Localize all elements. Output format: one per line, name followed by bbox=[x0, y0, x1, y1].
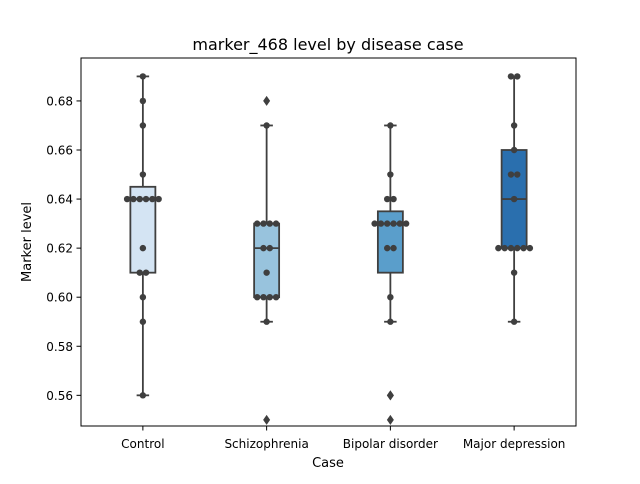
data-point bbox=[402, 220, 410, 227]
data-point bbox=[136, 195, 143, 203]
data-point bbox=[139, 122, 147, 129]
y-tick-label: 0.58 bbox=[46, 340, 73, 354]
data-point bbox=[139, 244, 147, 252]
data-point bbox=[384, 220, 391, 227]
data-point bbox=[510, 318, 518, 325]
x-tick-label: Schizophrenia bbox=[224, 437, 308, 451]
data-point bbox=[390, 195, 397, 203]
data-point bbox=[139, 318, 147, 325]
data-point bbox=[387, 318, 394, 325]
x-tick-label: Bipolar disorder bbox=[343, 437, 438, 451]
data-point bbox=[510, 195, 518, 203]
data-point bbox=[387, 122, 394, 129]
data-point bbox=[514, 244, 521, 252]
data-point bbox=[377, 220, 385, 227]
box-group-1 bbox=[253, 95, 281, 425]
data-point bbox=[263, 122, 270, 129]
data-point bbox=[390, 244, 397, 252]
x-axis-label: Case bbox=[312, 456, 344, 471]
data-point bbox=[130, 195, 137, 203]
data-point bbox=[514, 171, 521, 178]
chart-title: marker_468 level by disease case bbox=[192, 35, 463, 55]
data-point bbox=[266, 244, 273, 252]
outlier-marker bbox=[386, 390, 394, 401]
data-point bbox=[142, 269, 150, 276]
data-point bbox=[510, 122, 518, 129]
y-tick-label: 0.62 bbox=[46, 242, 73, 256]
y-tick-label: 0.56 bbox=[46, 389, 73, 403]
data-point bbox=[260, 220, 267, 227]
outlier-marker bbox=[386, 414, 394, 425]
data-point bbox=[272, 294, 280, 301]
y-tick-label: 0.64 bbox=[46, 193, 73, 207]
data-point bbox=[501, 244, 508, 252]
data-point bbox=[136, 269, 143, 276]
data-point bbox=[396, 220, 404, 227]
y-tick-label: 0.60 bbox=[46, 291, 73, 305]
y-tick-label: 0.66 bbox=[46, 144, 73, 158]
data-point bbox=[510, 146, 518, 154]
data-point bbox=[384, 244, 391, 252]
x-tick-label: Major depression bbox=[463, 437, 566, 451]
data-point bbox=[266, 220, 273, 227]
outlier-marker bbox=[263, 95, 271, 106]
data-point bbox=[139, 97, 147, 105]
box-group-2 bbox=[371, 122, 410, 425]
data-point bbox=[139, 73, 147, 80]
data-point bbox=[384, 195, 391, 203]
data-point bbox=[149, 195, 156, 203]
data-point bbox=[260, 244, 267, 252]
data-point bbox=[507, 244, 515, 252]
data-point bbox=[253, 220, 261, 227]
data-point bbox=[263, 269, 270, 276]
axes-frame bbox=[80, 57, 577, 427]
axes: 0.56 0.58 0.60 0.62 0.64 0.66 0.68 Control Schiz… bbox=[46, 57, 577, 451]
data-point bbox=[139, 392, 147, 399]
data-point bbox=[526, 244, 534, 252]
y-tick-label: 0.68 bbox=[46, 94, 73, 108]
data-point bbox=[390, 220, 397, 227]
y-axis-label: Marker level bbox=[20, 202, 35, 282]
box-group-0 bbox=[123, 73, 162, 399]
data-point bbox=[123, 195, 131, 203]
data-point bbox=[371, 220, 378, 227]
box-group-3 bbox=[495, 73, 534, 325]
data-point bbox=[507, 171, 515, 178]
data-point bbox=[142, 195, 150, 203]
box-iqr bbox=[253, 222, 281, 299]
data-point bbox=[139, 294, 147, 301]
data-point bbox=[263, 318, 270, 325]
data-point bbox=[514, 73, 521, 80]
data-point bbox=[139, 171, 147, 178]
data-point bbox=[520, 244, 527, 252]
data-point bbox=[266, 294, 273, 301]
data-point bbox=[253, 294, 261, 301]
data-point bbox=[387, 294, 394, 301]
outlier-marker bbox=[263, 414, 271, 425]
data-point bbox=[272, 220, 280, 227]
plot-area bbox=[123, 73, 534, 425]
x-tick-label: Control bbox=[121, 437, 164, 451]
data-point bbox=[155, 195, 162, 203]
data-point bbox=[507, 73, 515, 80]
data-point bbox=[495, 244, 502, 252]
data-point bbox=[387, 171, 394, 178]
data-point bbox=[510, 269, 518, 276]
data-point bbox=[260, 294, 267, 301]
